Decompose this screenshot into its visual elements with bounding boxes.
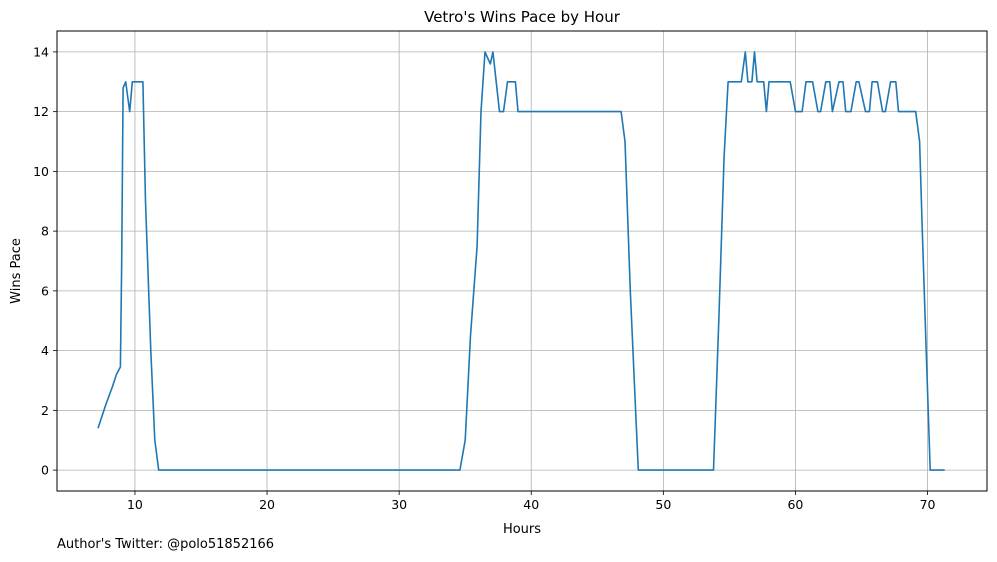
plot-area (56, 30, 988, 492)
x-tick-label: 20 (259, 497, 275, 512)
grid-lines (57, 31, 987, 491)
x-tick-label: 60 (787, 497, 803, 512)
y-tick-label: 10 (33, 164, 49, 179)
y-axis-title: Wins Pace (9, 238, 24, 304)
author-footnote: Author's Twitter: @polo51852166 (57, 537, 275, 552)
x-tick-label: 70 (920, 497, 936, 512)
y-tick-label: 14 (33, 44, 49, 59)
chart-title: Vetro's Wins Pace by Hour (424, 8, 621, 26)
axis-ticks: 10 20 30 40 50 60 70 0 2 4 6 8 10 12 14 (33, 44, 935, 512)
x-tick-label: 40 (523, 497, 539, 512)
y-tick-label: 2 (41, 403, 49, 418)
y-tick-label: 4 (41, 343, 49, 358)
series-lines (97, 51, 945, 471)
x-tick-label: 50 (655, 497, 671, 512)
wins-pace-line (97, 51, 945, 471)
x-tick-label: 30 (391, 497, 407, 512)
x-axis-title: Hours (503, 522, 541, 537)
y-tick-label: 12 (33, 104, 49, 119)
x-tick-label: 10 (127, 497, 143, 512)
y-tick-label: 6 (41, 283, 49, 298)
y-tick-label: 0 (41, 463, 49, 478)
y-tick-label: 8 (41, 224, 49, 239)
